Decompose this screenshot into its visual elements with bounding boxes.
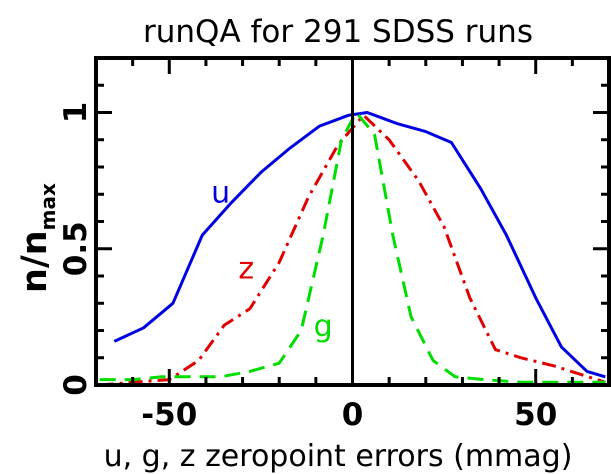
series-line-u <box>113 111 606 379</box>
series-label-g: g <box>314 309 333 344</box>
x-tick-label: 50 <box>514 397 557 433</box>
series-line-z <box>99 113 606 387</box>
series-label-u: u <box>211 175 230 210</box>
x-tick-label: -50 <box>141 397 197 433</box>
series-line-g <box>99 111 606 384</box>
series-layer <box>99 111 606 387</box>
y-axis-label-main: n/n <box>15 230 55 293</box>
y-tick-label: 1 <box>58 102 94 124</box>
chart-title: runQA for 291 SDSS runs <box>143 14 533 50</box>
y-tick-label: 0.5 <box>58 221 94 276</box>
annotation-layer: u z g <box>211 175 333 344</box>
series-label-z: z <box>238 252 254 287</box>
y-tick-label: 0 <box>58 374 94 396</box>
y-axis-label: n/nmax <box>15 183 60 293</box>
y-axis-label-subscript: max <box>36 183 60 230</box>
axis-layer: -50 0 50 0 0.5 1 <box>58 58 609 433</box>
x-axis-label: u, g, z zeropoint errors (mmag) <box>104 439 573 474</box>
x-tick-label: 0 <box>342 397 364 433</box>
